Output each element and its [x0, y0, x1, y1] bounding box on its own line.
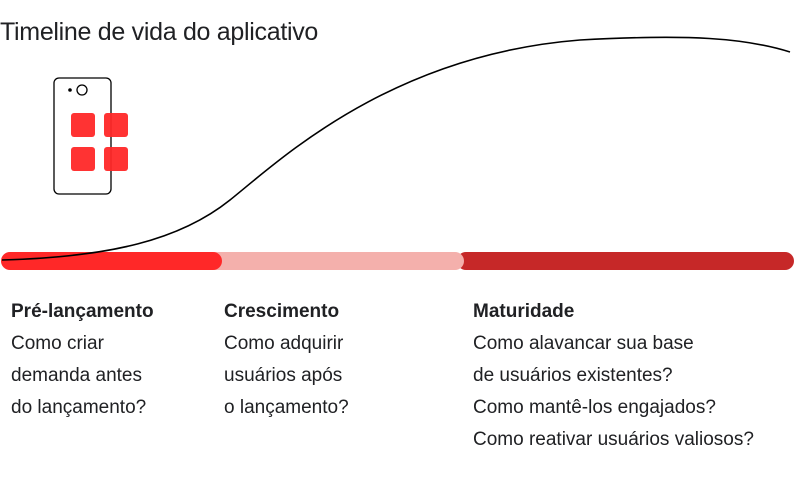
phase-heading: Crescimento [224, 301, 340, 322]
phone-with-app-tiles-icon [53, 77, 128, 195]
phase-line: Como adquirir [224, 333, 344, 354]
phase-line: Como criar [11, 333, 104, 354]
growth-curve [1, 36, 791, 261]
phase-line: Como reativar usuários valiosos? [473, 429, 754, 450]
phase-heading: Pré-lançamento [11, 301, 154, 322]
phase-heading: Maturidade [473, 301, 575, 322]
phase-line: Como alavancar sua base [473, 333, 694, 354]
phase-growth: Crescimento Como adquirir usuários após … [224, 296, 349, 424]
phase-line: demanda antes [11, 365, 142, 386]
phase-line: do lançamento? [11, 397, 147, 418]
phase-maturity: Maturidade Como alavancar sua base de us… [473, 296, 754, 456]
phase-prelaunch: Pré-lançamento Como criar demanda antes … [11, 296, 154, 424]
phase-line: o lançamento? [224, 397, 349, 418]
diagram-title: Timeline de vida do aplicativo [0, 18, 319, 46]
phase-line: de usuários existentes? [473, 365, 673, 386]
phase-line: usuários após [224, 365, 343, 386]
phase-line: Como mantê-los engajados? [473, 397, 716, 418]
